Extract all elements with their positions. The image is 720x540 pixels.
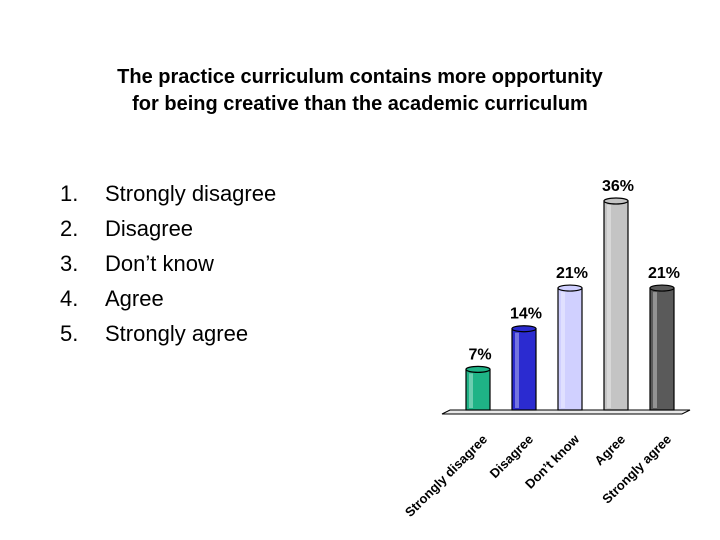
bar-highlight <box>515 332 519 408</box>
data-label: 21% <box>648 265 680 282</box>
category-tick-label: Agree <box>591 432 628 469</box>
bar-highlight <box>607 205 611 408</box>
option-4: 4. Agree <box>60 281 276 316</box>
option-label: Strongly agree <box>105 321 249 346</box>
bar-top-cap <box>649 284 675 292</box>
data-label: 14% <box>510 306 542 323</box>
title-line-2: for being creative than the academic cur… <box>132 93 588 115</box>
option-number: 2. <box>60 216 79 241</box>
slide-title: The practice curriculum contains more op… <box>40 64 680 118</box>
bar-top-cap <box>465 365 491 373</box>
answer-options-list: 1. Strongly disagree 2. Disagree 3. Don’t k… <box>60 176 276 351</box>
option-5: 5. Strongly agree <box>60 316 276 351</box>
data-label: 7% <box>468 346 491 363</box>
option-label: Don’t know <box>105 251 214 276</box>
option-3: 3. Don’t know <box>60 246 276 281</box>
title-line-1: The practice curriculum contains more op… <box>117 66 603 88</box>
category-tick-label: Strongly disagree <box>402 432 490 520</box>
bar <box>649 287 675 411</box>
bar-top-cap <box>511 325 537 333</box>
data-label: 21% <box>556 265 588 282</box>
option-number: 4. <box>60 286 79 311</box>
bar-highlight <box>653 292 657 408</box>
bar-top-cap <box>603 197 629 205</box>
option-number: 5. <box>60 321 79 346</box>
data-label: 36% <box>602 178 634 195</box>
option-number: 3. <box>60 251 79 276</box>
option-label: Strongly disagree <box>105 181 277 206</box>
bar <box>511 328 537 411</box>
bar-highlight <box>561 292 565 408</box>
bar-highlight <box>469 373 473 408</box>
option-2: 2. Disagree <box>60 211 276 246</box>
option-label: Agree <box>105 286 164 311</box>
option-label: Disagree <box>105 216 194 241</box>
bar <box>465 368 491 411</box>
option-1: 1. Strongly disagree <box>60 176 276 211</box>
option-number: 1. <box>60 181 79 206</box>
bar-top-cap <box>557 284 583 292</box>
